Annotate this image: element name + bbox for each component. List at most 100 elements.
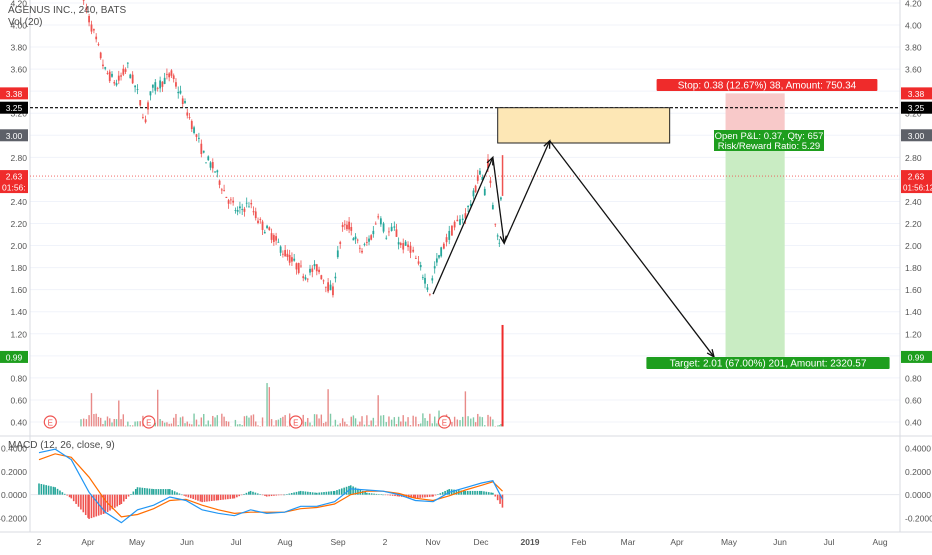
earnings-marker-label: E — [293, 419, 298, 428]
symbol-legend[interactable]: AGENUS INC., 240, BATS — [8, 5, 126, 17]
macd-histogram-bar — [376, 494, 378, 495]
macd-histogram-bar — [328, 492, 330, 495]
candle-body — [235, 210, 237, 211]
candle-body — [262, 222, 264, 230]
candle-body — [410, 246, 412, 253]
candle-body — [246, 203, 248, 204]
time-label: Jun — [773, 537, 787, 547]
candle-body — [296, 263, 298, 269]
volume-bar — [346, 424, 347, 426]
volume-bar — [244, 416, 245, 426]
candle-body — [198, 138, 200, 139]
macd-histogram-bar — [250, 491, 252, 495]
candle-body — [388, 232, 390, 233]
macd-histogram-bar — [278, 495, 280, 496]
right-price-tick: 1.60 — [905, 285, 922, 295]
volume-bar — [330, 414, 331, 427]
candle-body — [366, 242, 368, 243]
candle-body — [357, 240, 359, 241]
pnl-label-line2: Risk/Reward Ratio: 5.29 — [718, 141, 820, 152]
macd-histogram-bar — [121, 495, 123, 504]
macd-histogram-bar — [330, 491, 332, 494]
macd-histogram-bar — [334, 491, 336, 495]
volume-bar — [375, 425, 376, 426]
macd-histogram-bar — [146, 488, 148, 494]
time-label: Apr — [670, 537, 683, 547]
candle-body — [355, 237, 357, 240]
candle-body — [431, 278, 433, 280]
left-price-tick: 1.80 — [10, 263, 27, 273]
candle-body — [186, 112, 188, 115]
candle-body — [125, 69, 127, 72]
right-price-tick: 2.40 — [905, 197, 922, 207]
right-price-tick: 0.80 — [905, 373, 922, 383]
left-price-tick: 1.40 — [10, 307, 27, 317]
candle-body — [402, 243, 404, 250]
macd-histogram-bar — [336, 490, 338, 495]
candle-body — [83, 0, 85, 1]
macd-histogram-bar — [142, 488, 144, 495]
macd-histogram-bar — [222, 495, 224, 500]
candle-body — [364, 244, 366, 245]
macd-histogram-bar — [271, 495, 273, 496]
candle-body — [497, 235, 499, 236]
macd-histogram-bar — [469, 491, 471, 495]
volume-bar — [398, 417, 399, 427]
candle-body — [184, 101, 186, 103]
candle-body — [359, 248, 361, 249]
time-label: Dec — [473, 537, 489, 547]
candle-body — [353, 238, 355, 240]
candle-body — [380, 218, 382, 224]
macd-histogram-bar — [264, 495, 266, 496]
candle-body — [161, 82, 163, 87]
macd-histogram-bar — [116, 495, 118, 507]
candle-body — [475, 186, 477, 192]
macd-histogram-bar — [83, 495, 85, 513]
candle-body — [284, 250, 286, 256]
volume-bar — [228, 422, 229, 427]
right-price-tick: 1.40 — [905, 307, 922, 317]
candle-body — [259, 219, 261, 220]
macd-histogram-bar — [284, 495, 286, 496]
right-price-tick: 3.60 — [905, 65, 922, 75]
right-price-tick: 3.80 — [905, 43, 922, 53]
macd-histogram-bar — [217, 495, 219, 501]
candle-body — [307, 279, 309, 280]
candle-body — [118, 76, 120, 81]
volume-bar — [492, 419, 493, 426]
volume-bar — [373, 418, 374, 427]
volume-bar — [323, 423, 324, 426]
volume-bar — [325, 422, 326, 427]
macd-histogram-bar — [66, 495, 68, 496]
macd-histogram-bar — [71, 495, 73, 499]
volume-bar — [162, 421, 163, 427]
candle-body — [102, 65, 104, 66]
macd-histogram-bar — [419, 495, 421, 498]
candle-body — [477, 175, 479, 181]
volume-bar — [351, 417, 352, 427]
macd-histogram-bar — [280, 495, 282, 496]
candle-body — [207, 156, 209, 160]
macd-legend[interactable]: MACD (12, 26, close, 9) — [8, 440, 115, 452]
macd-histogram-bar — [216, 495, 218, 501]
macd-histogram-bar — [41, 484, 43, 495]
volume-bar — [198, 425, 199, 427]
macd-histogram-bar — [286, 494, 288, 495]
candle-body — [168, 73, 170, 77]
volume-bar — [479, 417, 480, 427]
candle-body — [415, 258, 417, 259]
candle-body — [391, 227, 393, 231]
volume-bar — [459, 420, 460, 426]
candle-body — [316, 264, 318, 271]
macd-histogram-bar — [373, 494, 375, 495]
volume-bar — [422, 413, 423, 426]
right-price-tick: 1.20 — [905, 329, 922, 339]
volume-legend[interactable]: Vol (20) — [8, 17, 42, 29]
volume-bar — [102, 424, 103, 426]
macd-histogram-bar — [502, 495, 504, 508]
left-countdown: 01:56: — [2, 183, 26, 193]
volume-bar — [377, 395, 378, 426]
volume-bar — [383, 415, 384, 426]
volume-bar — [205, 424, 206, 426]
